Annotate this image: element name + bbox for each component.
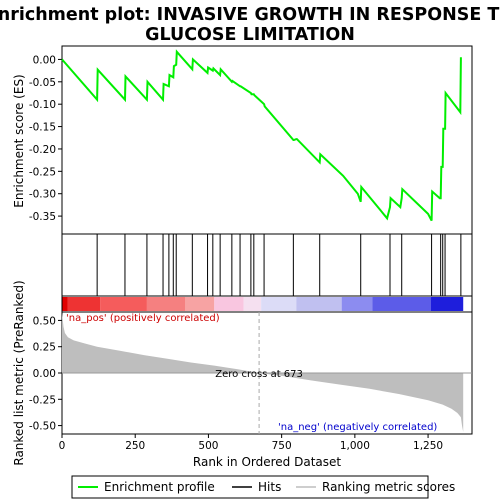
hits-panel (61, 233, 473, 297)
es-axis-label: Enrichment score (ES) (12, 74, 26, 207)
legend: Enrichment profile Hits Ranking metric s… (71, 475, 455, 499)
es-panel-frame (61, 45, 473, 235)
chart-title-line-1: Enrichment plot: INVASIVE GROWTH IN RESP… (0, 5, 500, 25)
metric-y-tick-label: -0.25 (29, 394, 56, 406)
negative-correlation-label: 'na_neg' (negatively correlated) (278, 422, 437, 433)
zero-cross-label: Zero cross at 673 (215, 369, 303, 380)
enrichment-profile-line (61, 49, 462, 222)
x-axis-label: Rank in Ordered Dataset (193, 455, 341, 469)
color-bar-segment (261, 297, 297, 311)
metric-y-tick-label: 0.00 (33, 368, 56, 380)
es-y-tick-label: -0.30 (29, 189, 56, 201)
color-bar-segment (146, 297, 185, 311)
x-tick-label: 1,250 (413, 440, 443, 452)
es-y-tick-label: -0.05 (29, 77, 56, 89)
es-y-tick-label: -0.20 (29, 144, 56, 156)
color-bar-segment (67, 297, 101, 311)
es-panel: 0.00 -0.05 -0.10 -0.15 -0.20 -0.25 -0.30 -0.35 (29, 45, 473, 235)
color-bar-segment (372, 297, 431, 311)
positive-correlation-label: 'na_pos' (positively correlated) (66, 313, 220, 324)
metric-axis-label: Ranked list metric (PreRanked) (12, 280, 26, 465)
color-bar-segment (431, 297, 464, 311)
metric-y-tick-label: -0.50 (29, 421, 56, 433)
color-bar-segment (100, 297, 147, 311)
color-bar-segment (296, 297, 342, 311)
color-bar-segment (185, 297, 215, 311)
x-tick-label: 0 (59, 440, 66, 452)
legend-metric-label: Ranking metric scores (322, 480, 455, 494)
metric-y-tick-label: 0.25 (33, 342, 56, 354)
es-y-tick-label: -0.35 (29, 211, 56, 223)
es-y-tick-label: -0.25 (29, 166, 56, 178)
rank-color-bar (61, 295, 473, 313)
color-bar-segment (243, 297, 262, 311)
es-y-tick-label: -0.10 (29, 99, 56, 111)
color-bar-segment (214, 297, 244, 311)
x-tick-label: 500 (198, 440, 218, 452)
legend-enrichment-label: Enrichment profile (104, 480, 215, 494)
es-y-tick-label: 0.00 (33, 54, 56, 66)
metric-y-tick-label: 0.50 (33, 315, 56, 327)
x-tick-label: 250 (125, 440, 145, 452)
color-bar-segment (62, 297, 68, 311)
es-y-tick-label: -0.15 (29, 122, 56, 134)
x-tick-label: 750 (272, 440, 292, 452)
x-tick-label: 1,000 (340, 440, 370, 452)
chart-title-line-2: GLUCOSE LIMITATION (145, 25, 355, 45)
metric-panel: 0.50 0.25 0.00 -0.25 -0.50 0 250 500 750 1,000 1,… (29, 311, 473, 452)
color-bar-segment (341, 297, 373, 311)
hits-panel-frame (61, 233, 473, 297)
legend-hits-label: Hits (258, 480, 281, 494)
